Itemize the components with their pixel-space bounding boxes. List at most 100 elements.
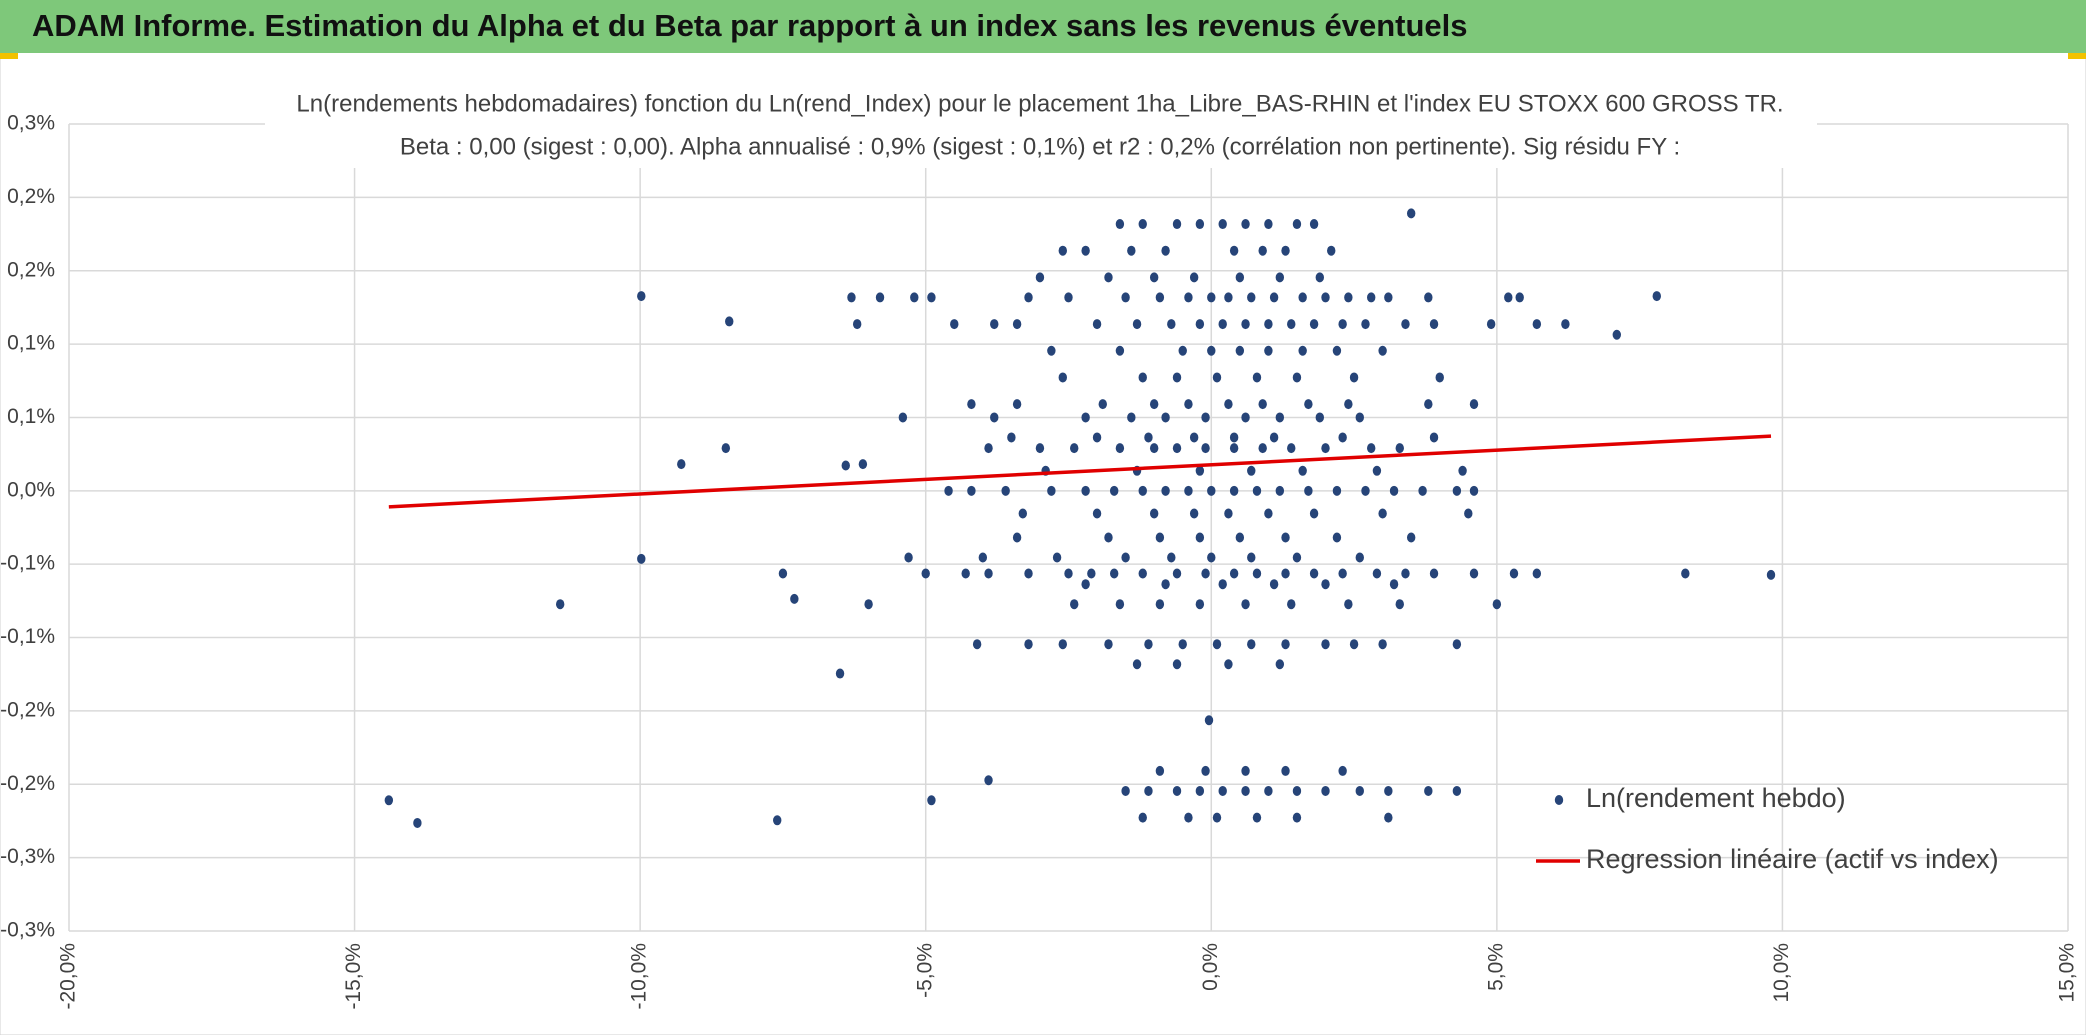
scatter-point — [1189, 508, 1199, 519]
scatter-point — [847, 292, 856, 303]
scatter-point — [384, 795, 394, 806]
scatter-point — [1264, 319, 1273, 330]
scatter-point — [1287, 443, 1296, 454]
scatter-point — [1184, 399, 1193, 410]
scatter-point — [1195, 532, 1205, 543]
scatter-point — [1012, 319, 1022, 330]
scatter-point — [725, 316, 734, 327]
scatter-point — [1149, 443, 1159, 454]
scatter-point — [1241, 319, 1250, 330]
scatter-point — [1275, 272, 1285, 283]
scatter-point — [1389, 485, 1399, 496]
scatter-point — [1121, 785, 1130, 796]
scatter-point — [1367, 292, 1376, 303]
scatter-point — [927, 292, 936, 303]
scatter-point — [1007, 432, 1016, 443]
scatter-point — [1064, 568, 1073, 579]
x-tick-label: -5,0% — [913, 943, 936, 998]
scatter-point — [1247, 639, 1256, 650]
scatter-point — [1172, 219, 1182, 230]
scatter-point — [1052, 552, 1062, 563]
scatter-point — [864, 599, 873, 610]
scatter-point — [1389, 579, 1399, 590]
y-tick-label: -0,2% — [0, 772, 55, 795]
scatter-point — [1115, 345, 1125, 356]
scatter-point — [1321, 785, 1330, 796]
scatter-point — [910, 292, 919, 303]
scatter-point — [1338, 432, 1347, 443]
scatter-point — [637, 291, 646, 302]
scatter-point — [1367, 443, 1376, 454]
scatter-point — [1292, 785, 1302, 796]
scatter-point — [1058, 245, 1067, 256]
x-tick-label: -10,0% — [628, 943, 651, 1010]
scatter-point — [1024, 568, 1033, 579]
scatter-point — [1172, 785, 1182, 796]
scatter-point — [1304, 485, 1313, 496]
scatter-point — [1258, 443, 1267, 454]
scatter-point — [677, 459, 686, 470]
scatter-point — [904, 552, 913, 563]
scatter-point — [1132, 319, 1142, 330]
y-tick-label: -0,3% — [0, 845, 55, 868]
grid — [68, 123, 2069, 932]
scatter-point — [1452, 785, 1462, 796]
scatter-point — [1224, 508, 1233, 519]
scatter-point — [1372, 465, 1382, 476]
corner — [0, 53, 18, 59]
scatter-point — [1424, 292, 1433, 303]
scatter-point — [1532, 319, 1542, 330]
scatter-point — [1167, 552, 1176, 563]
scatter-point — [1378, 508, 1387, 519]
header-title: ADAM Informe. Estimation du Alpha et du … — [32, 8, 1468, 43]
scatter-point — [1321, 443, 1330, 454]
scatter-point — [1115, 443, 1125, 454]
scatter-point — [1081, 245, 1090, 256]
scatter-point — [1338, 319, 1347, 330]
scatter-point — [1332, 532, 1342, 543]
scatter-point — [1287, 319, 1296, 330]
marks — [384, 208, 1776, 828]
scatter-point — [1315, 412, 1325, 423]
scatter-point — [1384, 292, 1393, 303]
y-tick-label: -0,3% — [0, 919, 55, 942]
scatter-point — [967, 399, 976, 410]
scatter-point — [1218, 219, 1227, 230]
scatter-point — [1121, 292, 1130, 303]
scatter-point — [1281, 639, 1290, 650]
scatter-point — [1332, 485, 1342, 496]
scatter-point — [1309, 568, 1319, 579]
scatter-point — [1195, 785, 1205, 796]
labels: 0,3% 0,2% 0,2% 0,1% 0,1% 0,0% -0,1% -0,1% -0,2% -… — [0, 112, 2078, 1010]
scatter-point — [1452, 485, 1462, 496]
legend-label: Ln(rendement hebdo) — [1586, 783, 1846, 813]
scatter-point — [1435, 372, 1444, 383]
scatter-point — [1121, 552, 1130, 563]
scatter-point — [1344, 399, 1353, 410]
scatter-point — [1561, 319, 1570, 330]
scatter-point — [1229, 432, 1239, 443]
scatter-point — [1406, 208, 1416, 219]
scatter-point — [1149, 508, 1159, 519]
scatter-point — [1167, 319, 1176, 330]
scatter-point — [1224, 292, 1233, 303]
scatter-point — [1201, 412, 1210, 423]
scatter-point — [990, 412, 999, 423]
scatter-point — [1287, 599, 1296, 610]
scatter-point — [1229, 245, 1239, 256]
scatter-point — [1429, 319, 1439, 330]
scatter-point — [1504, 292, 1513, 303]
scatter-point — [1298, 292, 1307, 303]
scatter-point — [852, 319, 862, 330]
scatter-point — [1235, 345, 1245, 356]
scatter-point — [1184, 485, 1193, 496]
scatter-point — [1281, 245, 1290, 256]
scatter-point — [1172, 443, 1182, 454]
scatter-point — [1127, 412, 1136, 423]
legend-swatch — [1554, 795, 1564, 805]
scatter-point — [1195, 219, 1205, 230]
scatter-point — [1429, 432, 1439, 443]
scatter-point — [1161, 485, 1170, 496]
scatter-point — [1155, 292, 1165, 303]
scatter-point — [967, 485, 976, 496]
